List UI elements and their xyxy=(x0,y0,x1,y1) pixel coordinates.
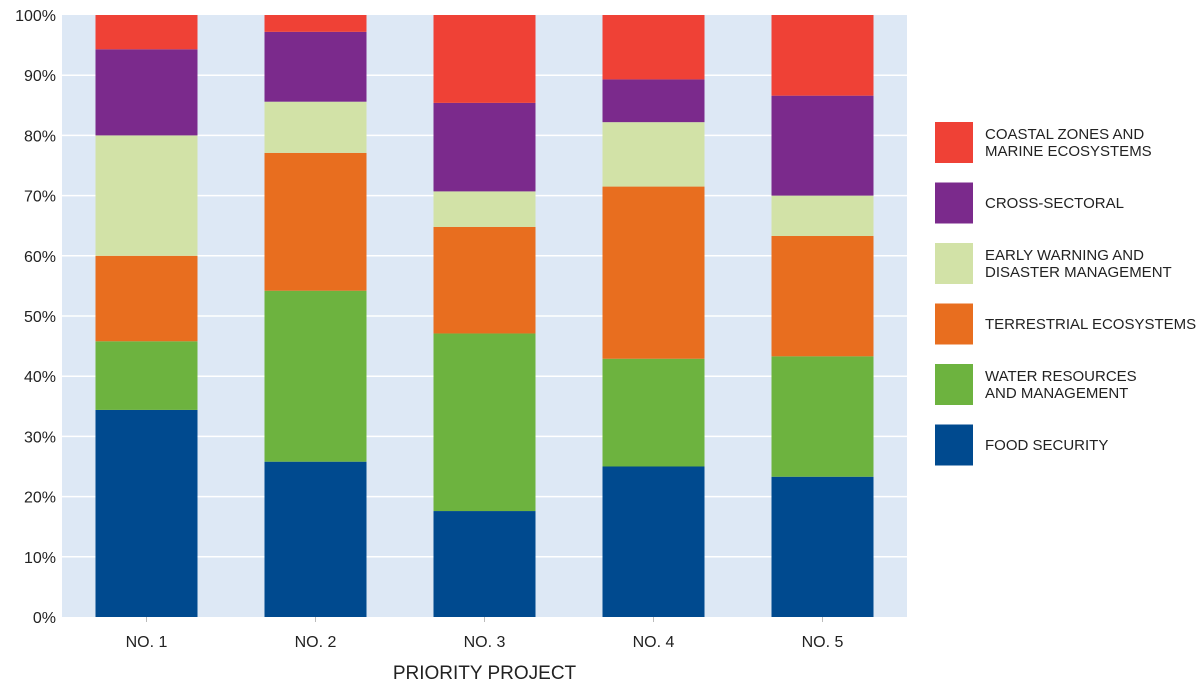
legend-label: MARINE ECOSYSTEMS xyxy=(985,143,1152,160)
bar-segment xyxy=(264,101,367,153)
bar-segment xyxy=(602,466,705,617)
y-tick-label: 50% xyxy=(24,309,56,326)
legend-swatch xyxy=(935,182,973,224)
bar-segment xyxy=(95,409,198,617)
bar-segment xyxy=(771,476,874,617)
bar-segment xyxy=(771,235,874,357)
bar-segment xyxy=(95,135,198,256)
bar-segment xyxy=(264,152,367,291)
bar-segment xyxy=(433,191,536,227)
bar-segment xyxy=(433,226,536,334)
bar-segment xyxy=(264,31,367,102)
y-tick-label: 0% xyxy=(33,610,56,627)
y-axis-ticks: 0% 10% 20% 30% 40% 50% 60% 70% 80% 90% 100% xyxy=(15,8,56,627)
legend-label: AND MANAGEMENT xyxy=(985,385,1128,402)
bar-segment xyxy=(771,356,874,477)
y-tick-label: 70% xyxy=(24,189,56,206)
bar-segment xyxy=(602,79,705,123)
x-tick-label: NO. 1 xyxy=(126,634,168,651)
bar-segment xyxy=(433,102,536,192)
bars xyxy=(95,15,874,617)
y-tick-label: 60% xyxy=(24,249,56,266)
y-tick-label: 100% xyxy=(15,8,56,25)
legend-label: EARLY WARNING AND xyxy=(985,247,1144,264)
legend-item: TERRESTRIAL ECOSYSTEMS xyxy=(935,303,1196,345)
legend-label: TERRESTRIAL ECOSYSTEMS xyxy=(985,316,1196,333)
bar-segment xyxy=(771,95,874,196)
x-tick-label: NO. 3 xyxy=(464,634,506,651)
y-tick-label: 20% xyxy=(24,490,56,507)
bar-segment xyxy=(264,15,367,32)
legend-swatch xyxy=(935,122,973,163)
x-axis-title: PRIORITY PROJECT xyxy=(393,663,577,684)
bar-segment xyxy=(433,511,536,617)
legend-label: COASTAL ZONES AND xyxy=(985,126,1144,143)
x-axis-ticks: NO. 1 NO. 2 NO. 3 NO. 4 NO. 5 xyxy=(126,617,844,651)
bar-segment xyxy=(95,255,198,342)
bar-segment xyxy=(602,358,705,467)
y-tick-label: 40% xyxy=(24,369,56,386)
bar-segment xyxy=(95,49,198,136)
legend-label: DISASTER MANAGEMENT xyxy=(985,264,1172,281)
x-tick-label: NO. 4 xyxy=(633,634,675,651)
legend-swatch xyxy=(935,243,973,284)
bar-segment xyxy=(433,333,536,512)
bar-segment xyxy=(771,15,874,96)
bar-segment xyxy=(95,341,198,410)
y-tick-label: 30% xyxy=(24,429,56,446)
y-tick-label: 80% xyxy=(24,128,56,145)
legend-swatch xyxy=(935,303,973,345)
bar-segment xyxy=(264,461,367,617)
bar-segment xyxy=(95,15,198,50)
x-tick-label: NO. 5 xyxy=(802,634,844,651)
legend-item: CROSS-SECTORAL xyxy=(935,182,1124,224)
legend-label: FOOD SECURITY xyxy=(985,437,1108,454)
bar-segment xyxy=(602,186,705,359)
legend-swatch xyxy=(935,424,973,466)
bar-segment xyxy=(433,15,536,103)
x-tick-label: NO. 2 xyxy=(295,634,337,651)
y-tick-label: 90% xyxy=(24,68,56,85)
bar-segment xyxy=(602,15,705,80)
legend-label: CROSS-SECTORAL xyxy=(985,195,1124,212)
y-tick-label: 10% xyxy=(24,550,56,567)
bar-segment xyxy=(602,122,705,187)
legend-swatch xyxy=(935,364,973,405)
legend-label: WATER RESOURCES xyxy=(985,368,1137,385)
bar-segment xyxy=(264,290,367,462)
legend-item: FOOD SECURITY xyxy=(935,424,1108,466)
bar-segment xyxy=(771,195,874,236)
